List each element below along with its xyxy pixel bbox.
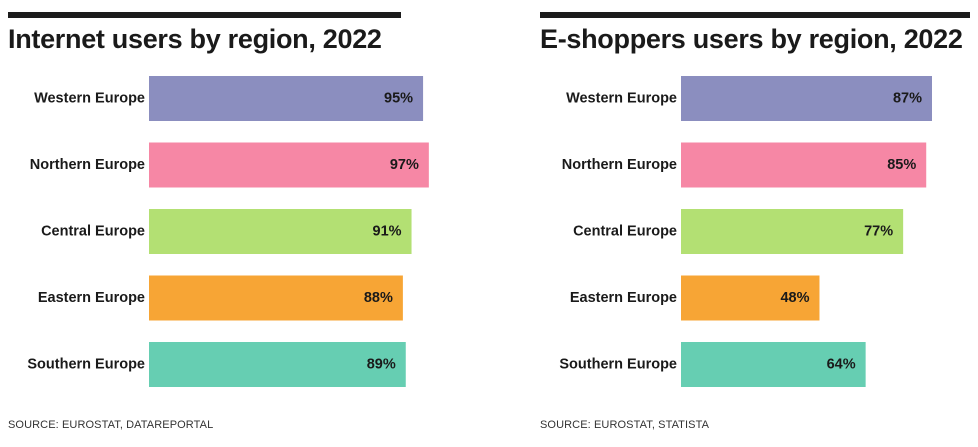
category-label: Eastern Europe [38,290,145,306]
bar-western-europe [149,76,424,121]
bar-southern-europe [681,342,866,387]
title-rule [8,12,401,18]
value-label: 95% [384,91,413,107]
chart-title: E-shoppers users by region, 2022 [540,24,963,54]
title-rule [540,12,970,18]
category-label: Southern Europe [27,357,145,373]
value-label: 64% [827,357,856,373]
value-label: 77% [864,224,893,240]
category-label: Western Europe [34,91,145,107]
bar-central-europe [149,209,412,254]
value-label: 85% [887,157,916,173]
value-label: 87% [893,91,922,107]
source-note: SOURCE: EUROSTAT, STATISTA [540,419,710,431]
e-shoppers-chart: E-shoppers users by region, 2022 Western… [532,0,978,447]
bar-central-europe [681,209,904,254]
category-label: Southern Europe [559,357,677,373]
category-label: Central Europe [41,224,145,240]
bar-western-europe [681,76,932,121]
value-label: 89% [367,357,396,373]
value-label: 48% [780,290,809,306]
bar-southern-europe [149,342,406,387]
internet-users-chart: Internet users by region, 2022 Western E… [0,0,440,447]
category-label: Central Europe [573,224,677,240]
category-label: Northern Europe [562,157,677,173]
bar-eastern-europe [681,275,820,321]
bar-northern-europe [149,142,429,188]
category-label: Northern Europe [30,157,145,173]
bar-chart-plot: Western Europe 95% Northern Europe 97% Centr… [27,76,429,387]
chart-title: Internet users by region, 2022 [8,24,382,54]
category-label: Eastern Europe [570,290,677,306]
value-label: 88% [364,290,393,306]
bar-eastern-europe [149,275,403,321]
category-label: Western Europe [566,91,677,107]
bar-northern-europe [681,142,927,188]
value-label: 91% [373,224,402,240]
value-label: 97% [390,157,419,173]
source-note: SOURCE: EUROSTAT, DATAREPORTAL [8,419,214,431]
bar-chart-plot: Western Europe 87% Northern Europe 85% Centr… [559,76,932,387]
